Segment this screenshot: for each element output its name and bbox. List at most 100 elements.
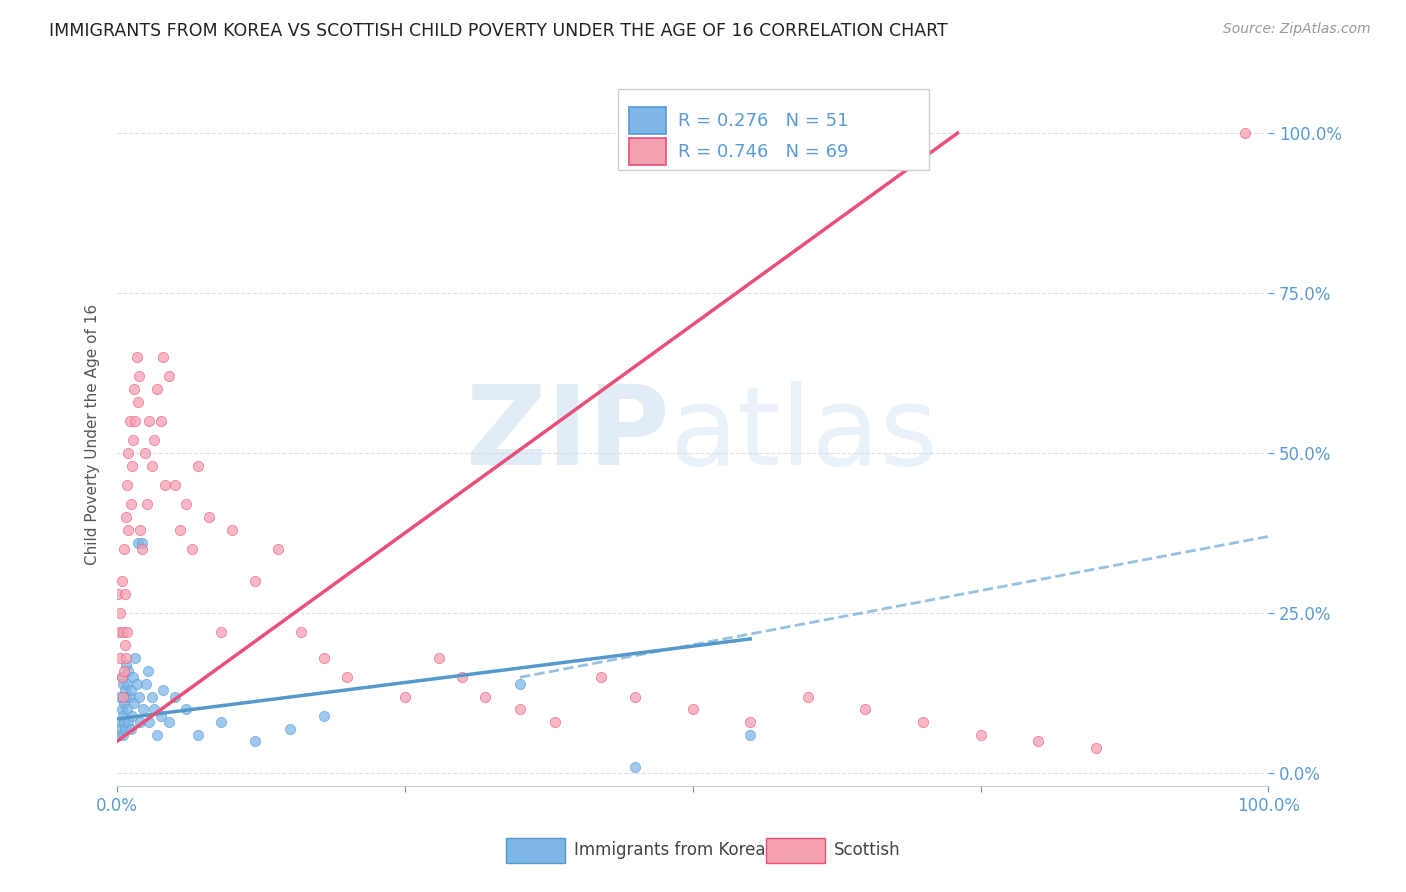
Text: R = 0.276   N = 51: R = 0.276 N = 51 [678, 112, 848, 130]
Point [152, 683, 174, 698]
Text: Source: ZipAtlas.com: Source: ZipAtlas.com [1223, 22, 1371, 37]
Point [131, 542, 153, 557]
Point [120, 498, 142, 512]
Point [111, 625, 134, 640]
Point [112, 664, 135, 678]
Point [138, 715, 160, 730]
Text: R = 0.746   N = 69: R = 0.746 N = 69 [678, 143, 848, 161]
Point [122, 670, 145, 684]
Point [314, 708, 336, 723]
Point [124, 414, 146, 428]
Point [797, 690, 820, 704]
Point [135, 676, 157, 690]
Point [118, 690, 141, 704]
Point [243, 574, 266, 589]
Point [117, 625, 139, 640]
Point [132, 702, 155, 716]
Point [112, 542, 135, 557]
Point [129, 523, 152, 537]
Point [474, 690, 496, 704]
Text: IMMIGRANTS FROM KOREA VS SCOTTISH CHILD POVERTY UNDER THE AGE OF 16 CORRELATION : IMMIGRANTS FROM KOREA VS SCOTTISH CHILD … [49, 22, 948, 40]
Point [110, 574, 132, 589]
Point [110, 651, 132, 665]
Point [163, 478, 186, 492]
Point [117, 702, 139, 716]
Text: ZIP: ZIP [467, 381, 669, 488]
Point [451, 670, 474, 684]
Point [125, 676, 148, 690]
Point [163, 690, 186, 704]
Point [107, 728, 129, 742]
Point [624, 760, 647, 774]
Point [131, 536, 153, 550]
Point [121, 458, 143, 473]
Point [121, 708, 143, 723]
Point [114, 722, 136, 736]
Point [127, 395, 149, 409]
Point [129, 715, 152, 730]
Point [125, 350, 148, 364]
Point [290, 625, 312, 640]
Point [138, 414, 160, 428]
Point [112, 696, 135, 710]
Point [114, 683, 136, 698]
Point [278, 722, 301, 736]
Point [108, 715, 131, 730]
Point [509, 702, 531, 716]
Point [142, 434, 165, 448]
Point [111, 728, 134, 742]
Point [394, 690, 416, 704]
Point [128, 690, 150, 704]
Point [107, 587, 129, 601]
Point [209, 715, 232, 730]
Point [111, 708, 134, 723]
Point [115, 657, 138, 672]
Point [169, 523, 191, 537]
Point [112, 715, 135, 730]
Point [1026, 734, 1049, 748]
Point [115, 651, 138, 665]
Point [427, 651, 450, 665]
Point [314, 651, 336, 665]
Point [740, 728, 762, 742]
Point [117, 664, 139, 678]
Point [142, 702, 165, 716]
Point [122, 382, 145, 396]
Point [120, 722, 142, 736]
Point [110, 670, 132, 684]
Point [146, 382, 169, 396]
Y-axis label: Child Poverty Under the Age of 16: Child Poverty Under the Age of 16 [86, 303, 100, 565]
Point [221, 523, 243, 537]
Point [122, 434, 145, 448]
Point [174, 702, 197, 716]
Point [114, 638, 136, 652]
Point [1234, 126, 1257, 140]
Point [152, 350, 174, 364]
Point [117, 446, 139, 460]
Point [149, 708, 172, 723]
Point [187, 458, 209, 473]
Point [124, 651, 146, 665]
Point [115, 690, 138, 704]
Point [108, 625, 131, 640]
Point [682, 702, 704, 716]
FancyBboxPatch shape [630, 138, 666, 165]
FancyBboxPatch shape [630, 107, 666, 134]
Point [187, 728, 209, 742]
Point [118, 414, 141, 428]
Point [146, 728, 169, 742]
Point [127, 536, 149, 550]
Point [543, 715, 565, 730]
Point [174, 498, 197, 512]
Point [122, 696, 145, 710]
Point [157, 369, 180, 384]
Point [267, 542, 290, 557]
Point [117, 478, 139, 492]
Point [209, 625, 232, 640]
Point [110, 722, 132, 736]
Point [111, 690, 134, 704]
Point [110, 670, 132, 684]
Point [135, 498, 157, 512]
Point [624, 690, 647, 704]
Point [149, 414, 172, 428]
